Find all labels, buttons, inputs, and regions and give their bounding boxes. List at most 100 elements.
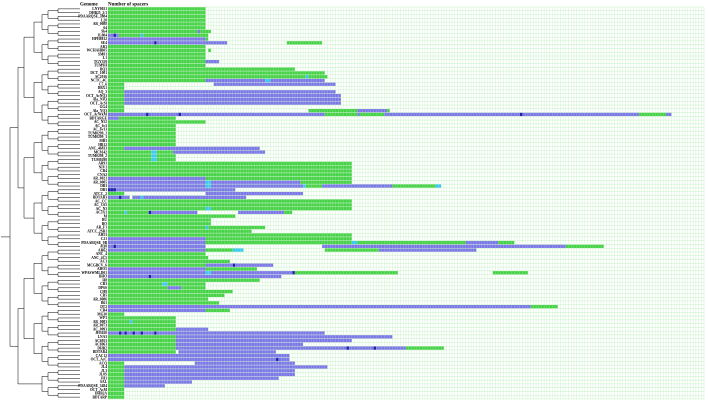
green-spacer-block [108, 142, 176, 147]
genome-label: AR_0083 [93, 320, 107, 324]
genome-label: HPH8812 [92, 37, 107, 41]
genome-label: SAL [100, 380, 108, 384]
genome-label: AR3 [100, 45, 107, 49]
genome-label: CB4 [100, 169, 107, 173]
dark-blue-spacer-block [108, 188, 117, 192]
spacer-row [108, 316, 176, 320]
genome-label: L1 [103, 56, 107, 60]
genome-label: C21 [101, 237, 107, 241]
spacer-row [108, 301, 220, 305]
cyan-spacer-block [129, 320, 133, 324]
genome-label: SE4 [101, 41, 107, 45]
genome-label: TUM0299_1 [88, 131, 107, 135]
genome-labels: LNY0021DHB25_2/1PDAARQSE_3884L20AR_00886… [78, 7, 108, 399]
genome-label: H8 [102, 278, 107, 282]
genome-label: AC_0093 [93, 327, 107, 331]
genome-label: DHB25_2/1 [89, 11, 107, 15]
genome-label: SC2016 [95, 75, 107, 79]
blue-spacer-block [116, 244, 206, 248]
green-spacer-block [205, 37, 209, 41]
spacer-row [108, 131, 176, 135]
spacer-row [108, 361, 295, 365]
dark-blue-spacer-block [178, 112, 182, 117]
genome-label: TUM0299_3 [88, 135, 107, 139]
spacer-row [108, 135, 176, 139]
genome-label: AQ_3 [98, 90, 107, 94]
blue-spacer-block [124, 365, 295, 369]
genome-label: SM01 [98, 52, 107, 56]
blue-spacer-block [118, 354, 290, 358]
cyan-spacer-block [303, 184, 306, 188]
blue-spacer-block [121, 195, 130, 199]
genome-label: C7_6 [99, 82, 107, 86]
genome-label: NIV1 [99, 165, 108, 169]
blue-spacer-block [178, 331, 230, 335]
blue-spacer-block [148, 112, 179, 117]
green-spacer-block [205, 256, 209, 260]
genome-label: AC_N3 [96, 207, 108, 211]
green-spacer-block [205, 259, 230, 264]
genome-label: JH1 [101, 376, 108, 380]
spacer-rows [108, 7, 702, 399]
genome-label: AR91 [98, 162, 107, 166]
genome-label: Sk4 [101, 30, 107, 34]
genome-label: OCT_AcC [91, 358, 108, 362]
blue-spacer-block [132, 195, 141, 199]
spacer-row [108, 293, 225, 297]
genome-label: JH3020 [95, 331, 107, 335]
green-spacer-block [205, 229, 252, 233]
spacer-row [108, 75, 328, 79]
dark-blue-spacer-block [140, 331, 144, 335]
genome-label: OCT_AcSt [90, 101, 108, 105]
spacer-row [108, 369, 295, 373]
blue-spacer-block [116, 188, 206, 192]
spacer-row [108, 308, 230, 313]
dark-blue-spacer-block [124, 331, 127, 335]
genome-label: CNA2 [97, 173, 107, 177]
green-spacer-block [108, 346, 176, 350]
spacer-row [108, 327, 209, 331]
green-spacer-block [387, 109, 390, 113]
green-spacer-block [286, 41, 323, 45]
genome-label: GG4 [100, 105, 108, 109]
genome-label: BHO [99, 275, 107, 279]
green-spacer-block [284, 210, 293, 215]
cyan-spacer-block [140, 195, 144, 199]
dark-blue-spacer-block [154, 331, 157, 335]
genome-label: CB5 [100, 294, 107, 298]
green-spacer-block [181, 286, 206, 290]
spacer-row [108, 244, 604, 248]
genome-label: AH62 [98, 248, 107, 252]
genome-label: ATCC_2SB1 [87, 229, 107, 233]
green-spacer-block [108, 316, 176, 320]
genome-label: Ala_YQ3 [93, 109, 108, 113]
spacer-row [108, 263, 274, 267]
genome-label: JL3 [101, 369, 107, 373]
genome-label: LNA3 [98, 335, 108, 339]
spacer-row [108, 188, 236, 192]
green-spacer-block [205, 301, 220, 305]
green-spacer-block [108, 323, 176, 328]
genome-label: AC6963 [95, 343, 108, 347]
genome-label: TUM0298_2 [88, 154, 107, 158]
spacer-row [108, 67, 295, 71]
genome-label: CB4 [100, 309, 107, 313]
green-spacer-block [156, 158, 176, 162]
dark-blue-spacer-block [118, 195, 122, 199]
genome-label: CAC12 [96, 354, 108, 358]
dark-blue-spacer-block [113, 33, 117, 37]
blue-spacer-block [124, 376, 279, 380]
green-spacer-block [205, 67, 274, 71]
green-spacer-block [108, 335, 176, 339]
green-spacer-block [205, 293, 225, 297]
genome-label: AR_0088 [93, 22, 107, 26]
blue-spacer-block [229, 331, 325, 335]
genome-label: JL0S [99, 373, 107, 377]
dark-blue-spacer-block [373, 346, 377, 350]
green-spacer-block [208, 48, 211, 52]
genome-label: DBX1 [98, 86, 108, 90]
genome-label: AHO5 [97, 267, 107, 271]
phylogenetic-tree [1, 8, 80, 398]
blue-spacer-block [175, 346, 347, 350]
spacer-row [108, 60, 220, 64]
